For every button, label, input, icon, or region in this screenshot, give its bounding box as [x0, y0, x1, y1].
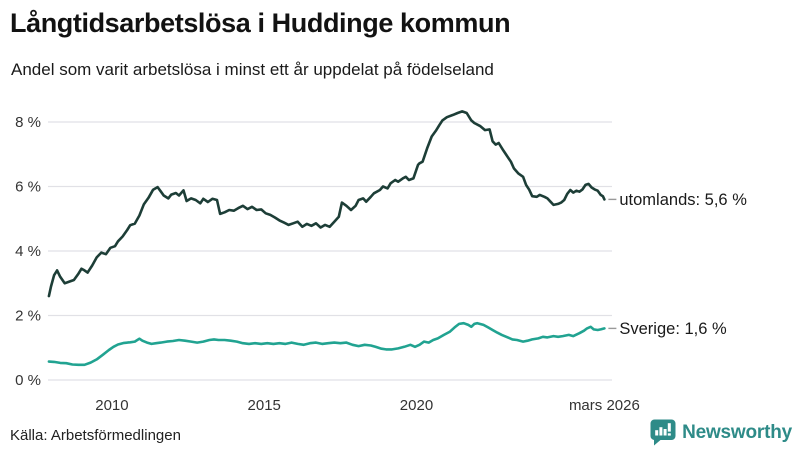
series-end-label-Sverige: Sverige: 1,6 % [619, 320, 727, 338]
y-tick-label: 8 % [15, 114, 41, 131]
x-tick-label: 2020 [400, 397, 433, 414]
newsworthy-logo: Newsworthy [650, 419, 792, 446]
page-title: Långtidsarbetslösa i Huddinge kommun [10, 8, 511, 38]
exclamation-dot [667, 433, 671, 436]
bar-1 [655, 430, 659, 436]
y-tick-label: 0 % [15, 372, 41, 389]
series-line-Sverige [47, 321, 606, 367]
exclamation-bar [667, 423, 671, 432]
bar-3 [663, 429, 667, 436]
page-subtitle: Andel som varit arbetslösa i minst ett å… [11, 60, 494, 79]
series-end-label-utomlands: utomlands: 5,6 % [619, 191, 747, 209]
x-tick-label: mars 2026 [569, 397, 640, 414]
newsworthy-bubble-chart-icon [650, 419, 676, 446]
y-tick-label: 2 % [15, 308, 41, 325]
bar-2 [659, 427, 663, 436]
y-tick-label: 4 % [15, 243, 41, 260]
y-tick-label: 6 % [15, 179, 41, 196]
source-text: Källa: Arbetsförmedlingen [10, 427, 181, 444]
series-line-utomlands [47, 110, 606, 298]
x-tick-label: 2015 [248, 397, 281, 414]
x-tick-label: 2010 [95, 397, 128, 414]
newsworthy-logo-text: Newsworthy [682, 421, 792, 443]
speech-bubble-shape [650, 419, 676, 446]
